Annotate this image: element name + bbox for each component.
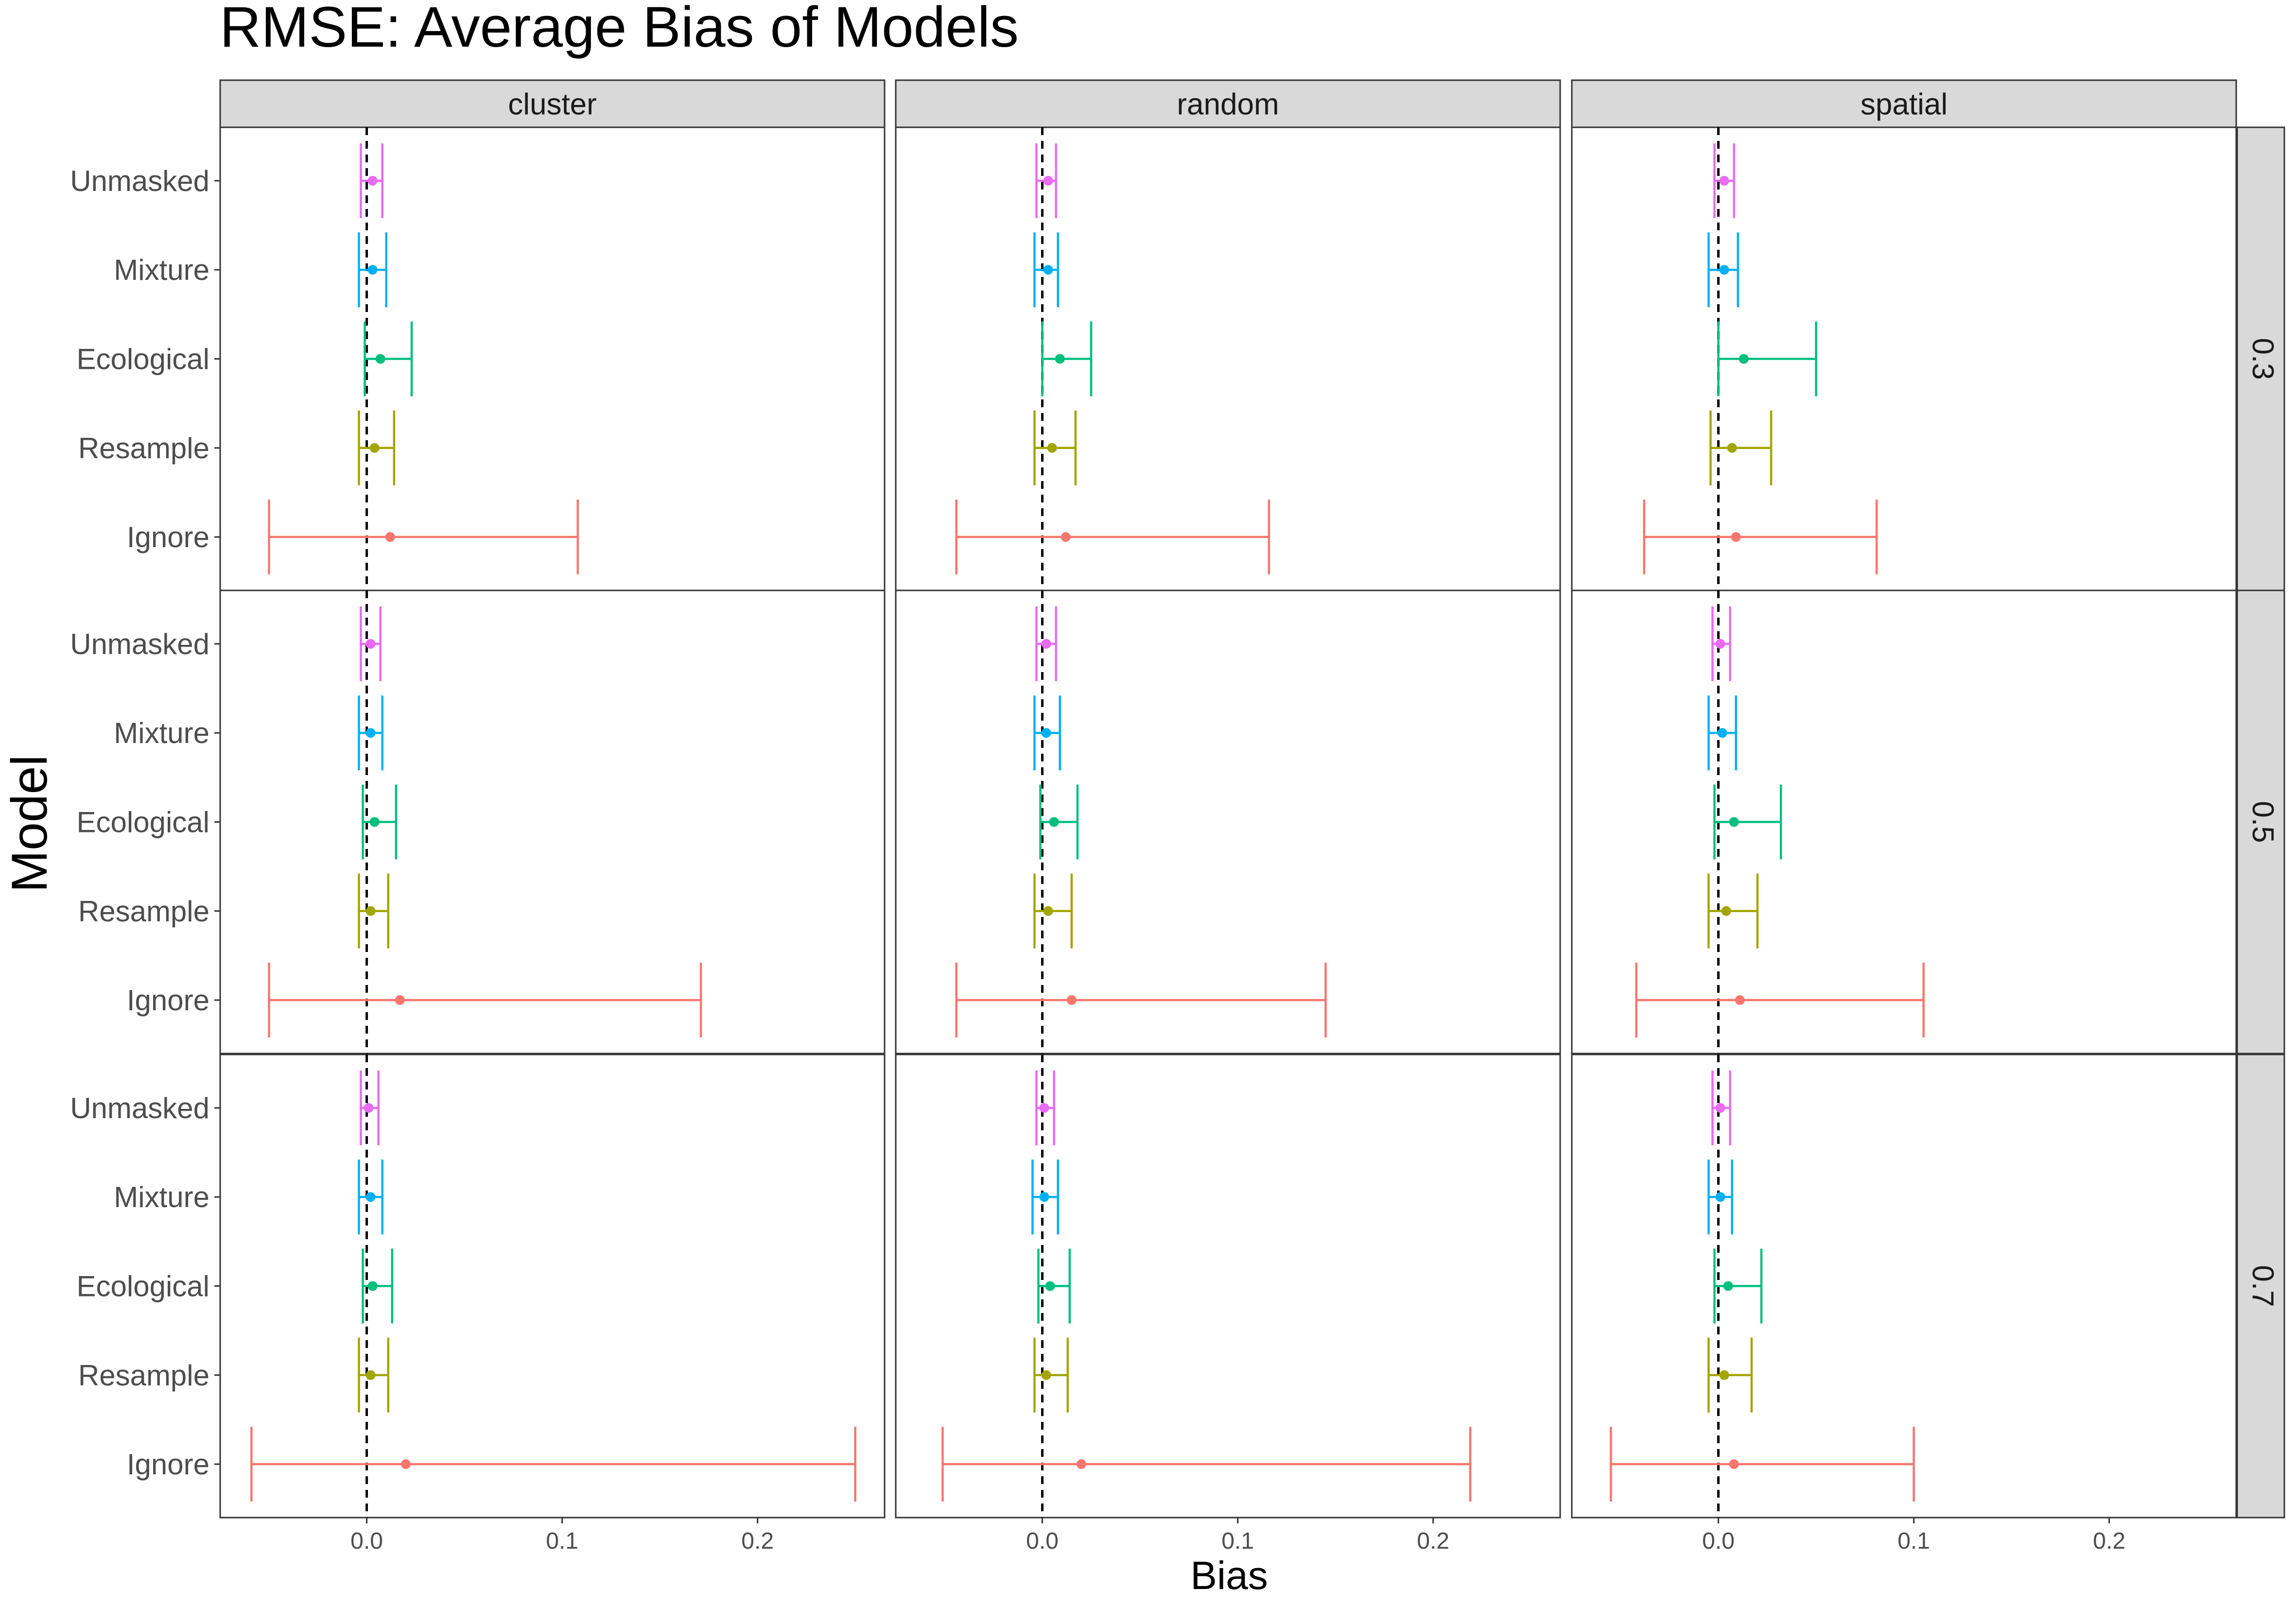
point-spatial-05-ecological (1729, 817, 1739, 827)
y-tick-label-03-unmasked: Unmasked (70, 165, 209, 197)
point-cluster-07-ecological (367, 1281, 378, 1291)
panel-random-05 (895, 589, 1561, 1054)
point-spatial-03-mixture (1719, 265, 1729, 275)
panel-cluster-05 (219, 589, 886, 1054)
point-cluster-05-resample (365, 906, 376, 916)
point-random-03-ignore (1061, 532, 1071, 542)
facet-label-random: random (1177, 88, 1279, 121)
point-random-03-resample (1047, 443, 1057, 453)
point-spatial-05-resample (1721, 906, 1731, 916)
x-tick-label-random-0.2: 0.2 (1417, 1528, 1449, 1554)
point-cluster-03-ecological (375, 354, 385, 364)
panel-spatial-05 (1571, 589, 2237, 1054)
x-tick-label-random-0.1: 0.1 (1221, 1528, 1254, 1554)
point-spatial-07-mixture (1715, 1192, 1725, 1202)
panel-cluster-07 (219, 1054, 886, 1519)
panel-spatial-03 (1571, 126, 2237, 591)
point-random-07-unmasked (1039, 1103, 1049, 1113)
point-spatial-03-ecological (1739, 354, 1749, 364)
point-spatial-03-resample (1727, 443, 1737, 453)
y-tick-label-05-resample: Resample (78, 895, 209, 928)
panel-cluster-03 (219, 126, 886, 591)
point-cluster-07-resample (365, 1370, 376, 1380)
facet-strip-row-0.5 (2236, 589, 2285, 1054)
facet-strip-cluster (219, 79, 886, 128)
point-spatial-05-ignore (1735, 995, 1745, 1005)
point-cluster-07-unmasked (364, 1103, 374, 1113)
point-cluster-05-ignore (395, 995, 405, 1005)
y-tick-label-03-mixture: Mixture (114, 254, 209, 286)
point-random-05-unmasked (1041, 639, 1051, 649)
point-cluster-05-mixture (365, 728, 376, 738)
point-random-05-ignore (1066, 995, 1077, 1005)
y-tick-label-05-mixture: Mixture (114, 717, 209, 749)
point-spatial-07-ecological (1723, 1281, 1733, 1291)
point-random-07-resample (1041, 1370, 1051, 1380)
x-axis-label: Bias (1190, 1554, 1268, 1598)
panel-spatial-07 (1571, 1054, 2237, 1519)
point-spatial-07-resample (1719, 1370, 1729, 1380)
point-cluster-07-ignore (400, 1459, 411, 1469)
facet-label-row-0.3: 0.3 (2246, 338, 2279, 380)
x-tick-label-cluster-0.1: 0.1 (546, 1528, 578, 1554)
facet-label-row-0.7: 0.7 (2246, 1265, 2279, 1307)
point-cluster-03-unmasked (367, 175, 378, 186)
chart-title: RMSE: Average Bias of Models (220, 0, 1019, 59)
point-spatial-05-unmasked (1715, 639, 1725, 649)
y-tick-label-07-resample: Resample (78, 1359, 209, 1392)
y-tick-label-05-ignore: Ignore (127, 984, 209, 1017)
point-random-03-ecological (1055, 354, 1065, 364)
y-tick-label-03-resample: Resample (78, 432, 209, 465)
point-random-05-resample (1043, 906, 1053, 916)
point-cluster-05-unmasked (365, 639, 376, 649)
point-cluster-07-mixture (365, 1192, 376, 1202)
point-random-07-ecological (1045, 1281, 1055, 1291)
panels-layer: cluster random spatial 0.3 0.5 0.7 Unmasked Mix… (70, 79, 2285, 1554)
panel-random-03 (895, 126, 1561, 591)
x-tick-label-spatial-0.1: 0.1 (1897, 1528, 1930, 1554)
facet-strip-random (895, 79, 1561, 128)
x-tick-label-cluster-0.0: 0.0 (350, 1528, 383, 1554)
point-spatial-05-mixture (1717, 728, 1727, 738)
point-spatial-07-unmasked (1715, 1103, 1725, 1113)
facet-label-cluster: cluster (508, 88, 597, 121)
point-spatial-07-ignore (1729, 1459, 1739, 1469)
point-cluster-03-mixture (367, 265, 378, 275)
point-random-07-mixture (1039, 1192, 1049, 1202)
point-random-07-ignore (1076, 1459, 1086, 1469)
facet-strip-row-0.7 (2236, 1054, 2285, 1519)
point-cluster-03-ignore (385, 532, 395, 542)
y-axis-label: Model (1, 755, 58, 892)
point-random-03-mixture (1043, 265, 1053, 275)
point-random-05-ecological (1049, 817, 1059, 827)
y-tick-label-07-ecological: Ecological (77, 1270, 210, 1303)
facet-label-row-0.5: 0.5 (2246, 801, 2279, 843)
point-spatial-03-ignore (1731, 532, 1741, 542)
y-tick-label-03-ecological: Ecological (77, 343, 210, 376)
facet-strip-spatial (1571, 79, 2237, 128)
y-tick-label-07-ignore: Ignore (127, 1448, 209, 1481)
y-tick-label-05-ecological: Ecological (77, 806, 210, 839)
point-cluster-05-ecological (369, 817, 380, 827)
panel-random-07 (895, 1054, 1561, 1519)
y-tick-label-05-unmasked: Unmasked (70, 628, 209, 660)
y-tick-label-07-mixture: Mixture (114, 1181, 209, 1213)
point-random-03-unmasked (1043, 175, 1053, 186)
x-tick-label-cluster-0.2: 0.2 (741, 1528, 774, 1554)
facet-label-spatial: spatial (1861, 88, 1948, 121)
point-cluster-03-resample (369, 443, 380, 453)
x-tick-label-spatial-0.0: 0.0 (1702, 1528, 1735, 1554)
y-tick-label-03-ignore: Ignore (127, 521, 209, 553)
point-random-05-mixture (1041, 728, 1051, 738)
y-tick-label-07-unmasked: Unmasked (70, 1092, 209, 1124)
x-tick-label-spatial-0.2: 0.2 (2093, 1528, 2125, 1554)
point-spatial-03-unmasked (1719, 175, 1729, 186)
x-tick-label-random-0.0: 0.0 (1026, 1528, 1059, 1554)
